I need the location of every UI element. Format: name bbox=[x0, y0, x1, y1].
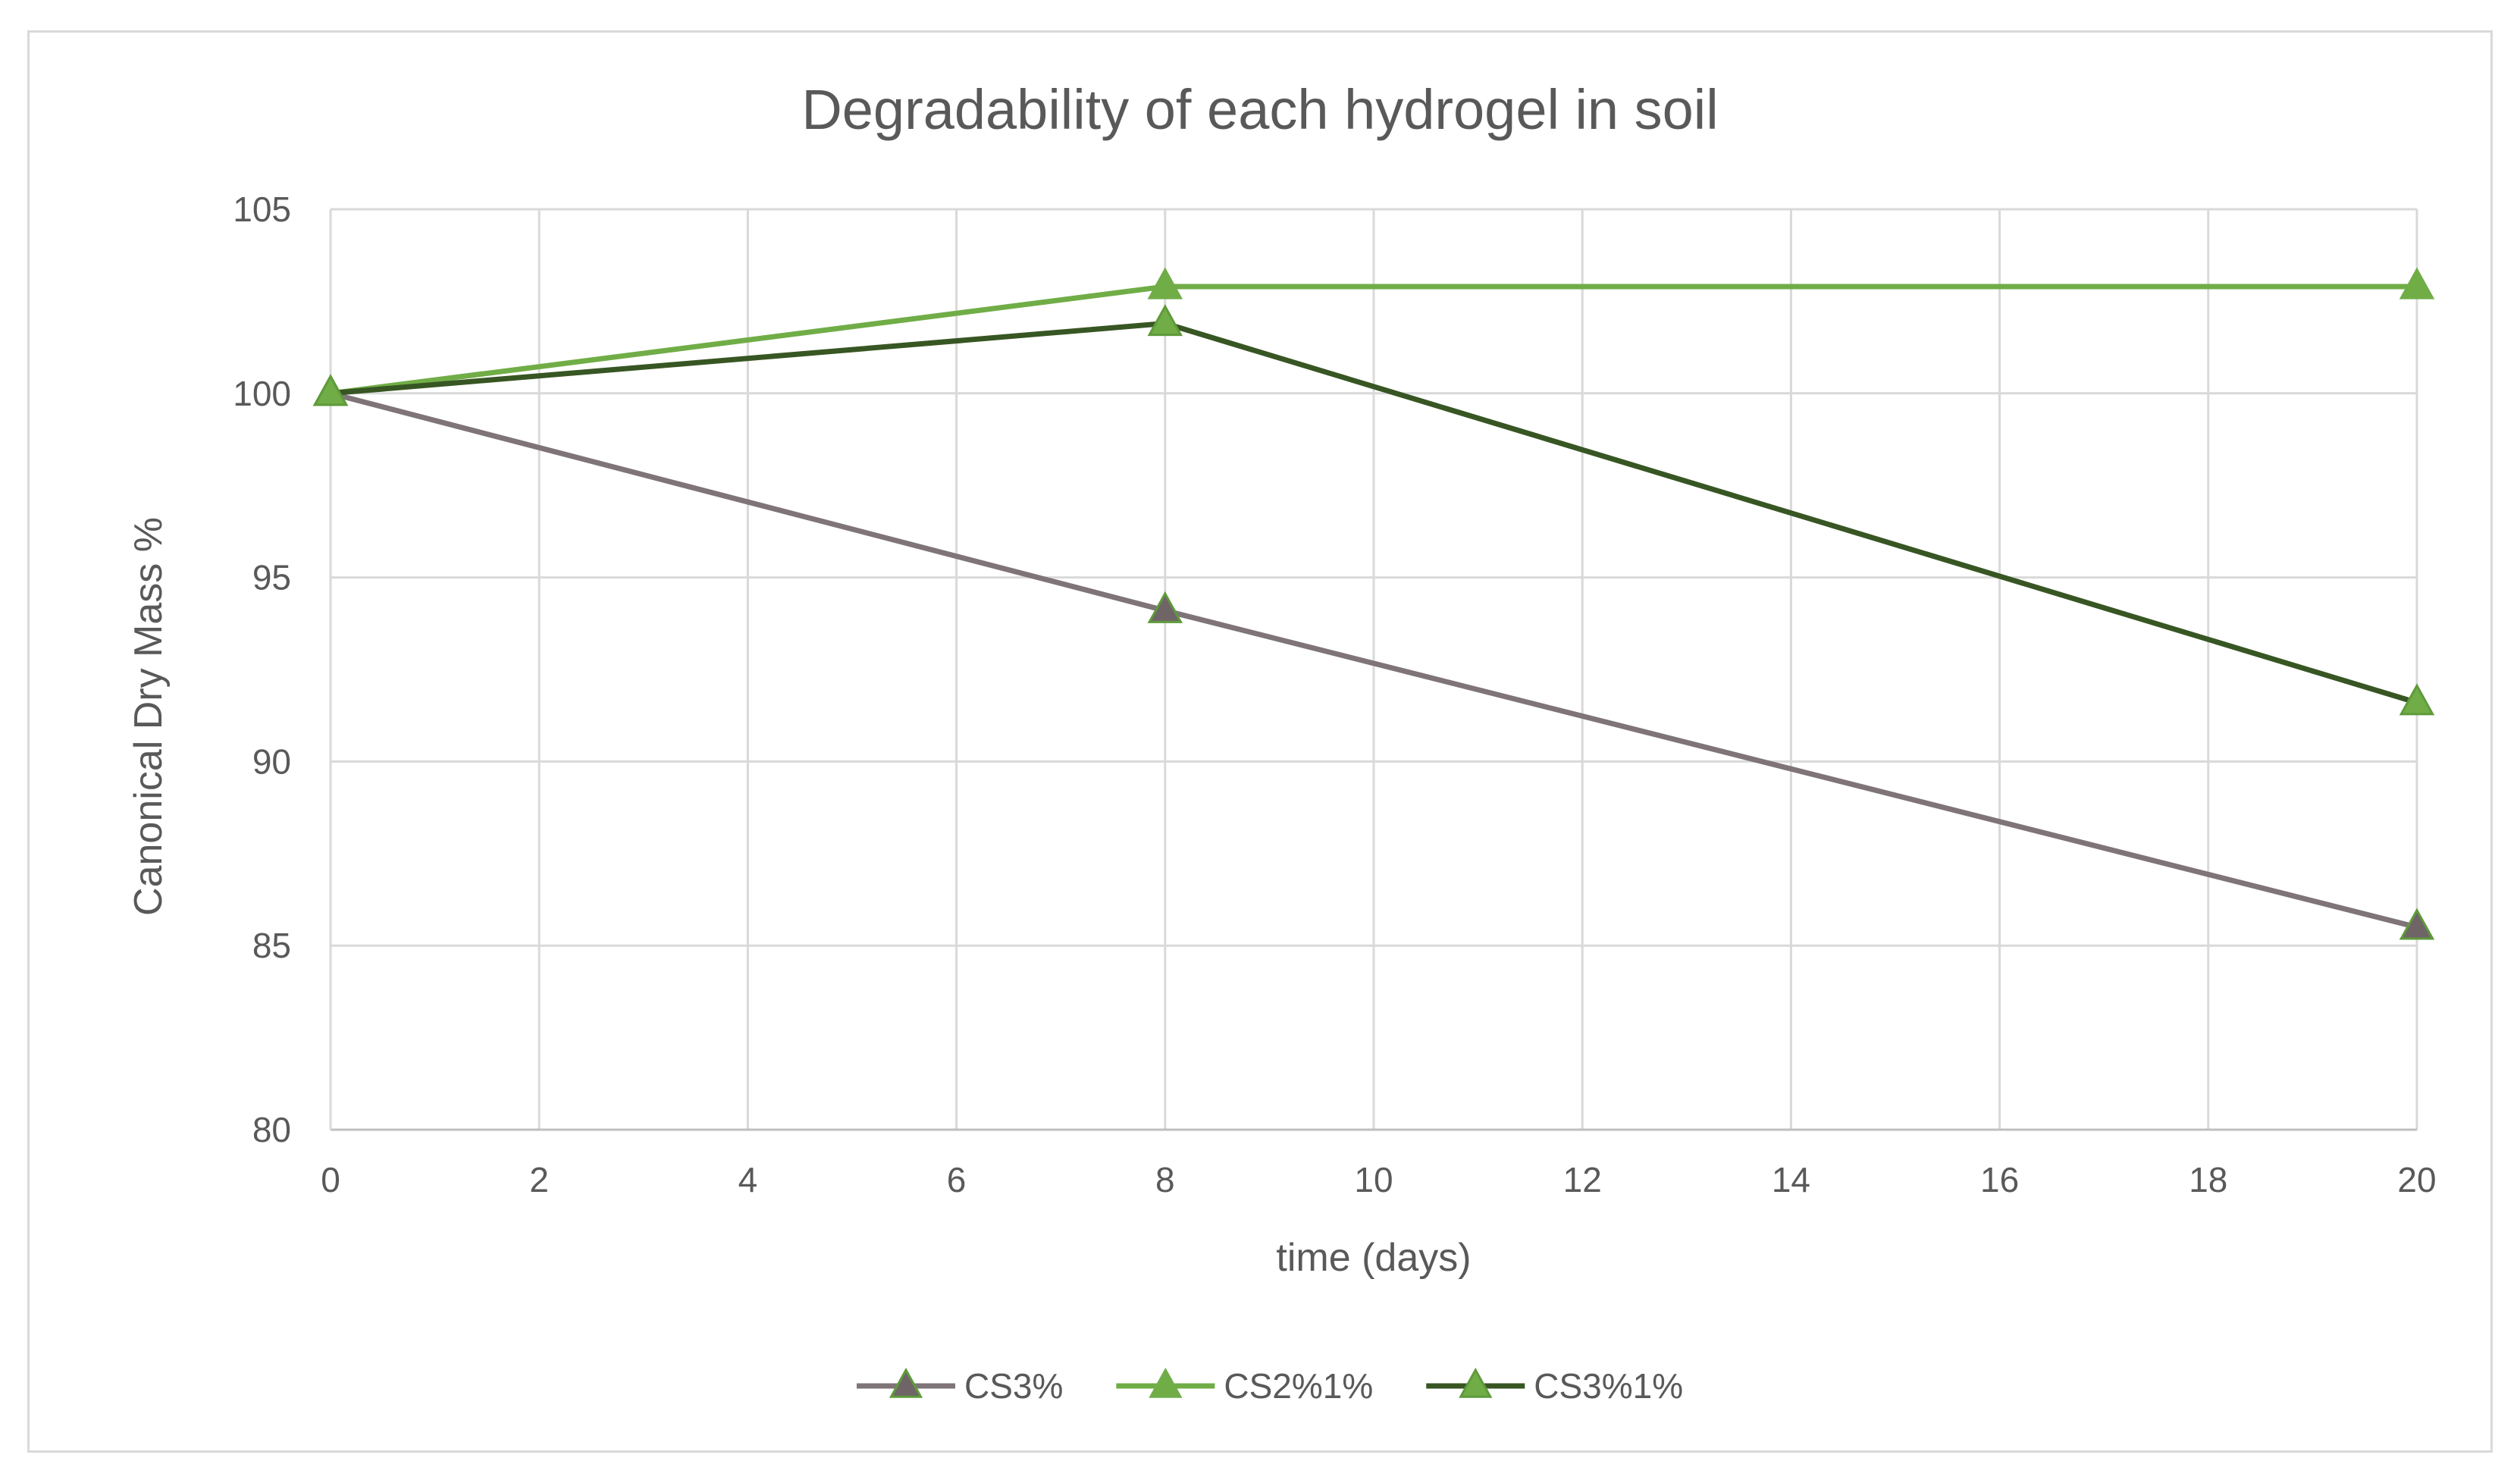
x-tick-label: 4 bbox=[738, 1160, 758, 1199]
y-tick-label: 95 bbox=[252, 558, 291, 597]
legend-item: CS3% bbox=[857, 1366, 1063, 1406]
legend-label: CS3% bbox=[964, 1366, 1063, 1406]
x-tick-label: 18 bbox=[2189, 1160, 2227, 1199]
x-tick-label: 20 bbox=[2397, 1160, 2436, 1199]
y-tick-label: 100 bbox=[233, 374, 291, 413]
x-tick-label: 14 bbox=[1772, 1160, 1810, 1199]
y-tick-label: 85 bbox=[252, 926, 291, 965]
series-3 bbox=[312, 304, 2435, 716]
legend-marker bbox=[889, 1367, 923, 1398]
y-tick-label: 105 bbox=[233, 190, 291, 229]
data-point bbox=[1147, 591, 1183, 623]
x-tick-label: 12 bbox=[1563, 1160, 1602, 1199]
x-tick-label: 16 bbox=[1980, 1160, 2019, 1199]
gridlines bbox=[331, 208, 2418, 1130]
legend-marker bbox=[1459, 1367, 1493, 1398]
legend: CS3% CS2%1% CS3%1% bbox=[857, 1366, 1683, 1406]
x-tick-label: 0 bbox=[321, 1160, 340, 1199]
data-point bbox=[1147, 304, 1183, 337]
x-axis-title: time (days) bbox=[1276, 1236, 1471, 1280]
legend-item: CS2%1% bbox=[1116, 1366, 1373, 1406]
legend-label: CS2%1% bbox=[1224, 1366, 1373, 1406]
y-axis-title: Canonical Dry Mass % bbox=[127, 517, 171, 916]
legend-label: CS3%1% bbox=[1534, 1366, 1683, 1406]
legend-item: CS3%1% bbox=[1426, 1366, 1683, 1406]
data-point bbox=[2399, 683, 2435, 716]
x-tick-label: 6 bbox=[947, 1160, 967, 1199]
x-tick-label: 8 bbox=[1155, 1160, 1175, 1199]
chart-title: Degradability of each hydrogel in soil bbox=[801, 78, 1718, 141]
data-point bbox=[2399, 267, 2435, 299]
data-point bbox=[312, 374, 349, 406]
legend-marker bbox=[1149, 1367, 1183, 1398]
y-tick-label: 90 bbox=[252, 742, 291, 781]
data-series bbox=[312, 267, 2435, 940]
tick-labels: 80 85 90 95 100 105 0 2 4 6 8 10 12 14 16 18 20 bbox=[233, 190, 2436, 1199]
data-point bbox=[2399, 908, 2435, 940]
x-tick-label: 10 bbox=[1354, 1160, 1393, 1199]
x-tick-label: 2 bbox=[529, 1160, 549, 1199]
y-tick-label: 80 bbox=[252, 1110, 291, 1149]
data-point bbox=[1147, 267, 1183, 299]
chart-frame bbox=[27, 30, 2493, 1453]
axes bbox=[329, 209, 2417, 1131]
